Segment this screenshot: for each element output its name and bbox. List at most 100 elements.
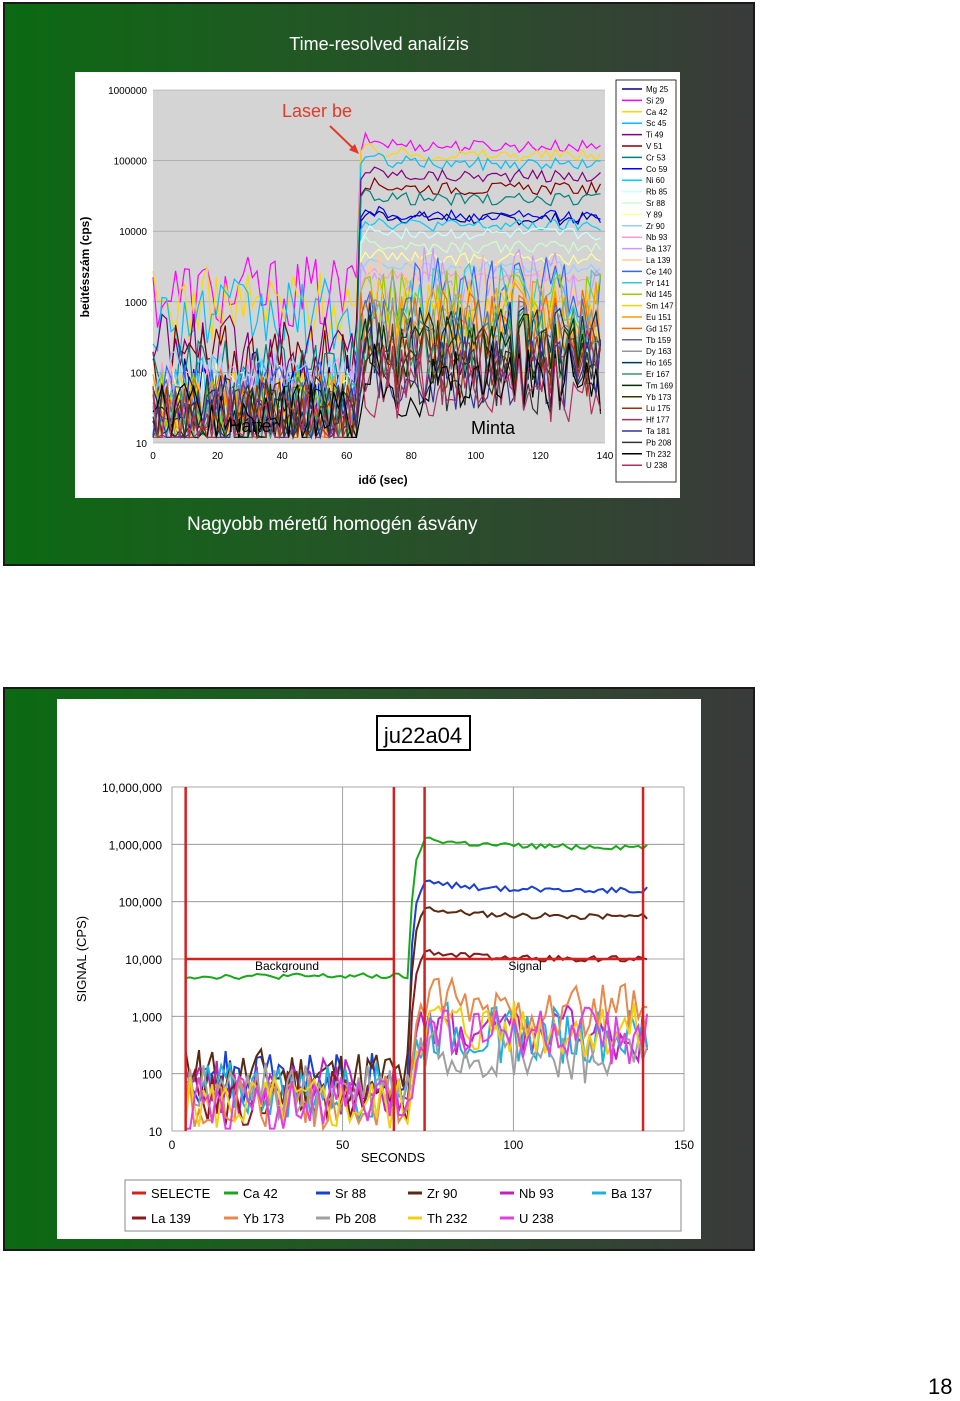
legend-label: V 51	[646, 142, 663, 151]
legend-label: Zr 90	[646, 222, 665, 231]
x-tick-label: 0	[169, 1138, 176, 1152]
legend-label: Th 232	[427, 1211, 467, 1226]
legend-label: Ti 49	[646, 131, 664, 140]
series-line	[152, 277, 602, 439]
x-tick-label: 80	[406, 451, 418, 462]
time-resolved-chart: 1000000 100000 10000 1000 100 10 0 20 40 60 80 100…	[78, 79, 677, 487]
legend-label: Ca 42	[243, 1186, 278, 1201]
legend-label: Hf 177	[646, 416, 670, 425]
chart-title: ju22a04	[383, 723, 462, 748]
series-line	[152, 343, 602, 440]
legend-label: Mg 25	[646, 85, 669, 94]
slide-title: Time-resolved analízis	[289, 34, 469, 54]
x-tick-label: 0	[150, 451, 156, 462]
y-tick-label: 100	[130, 368, 147, 379]
series-line	[152, 235, 601, 438]
series-line	[152, 297, 602, 440]
y-tick-label: 10,000	[125, 953, 162, 967]
y-tick-label: 100000	[114, 157, 148, 168]
legend-label: U 238	[646, 461, 668, 470]
legend-label: SELECTE	[151, 1186, 211, 1201]
slide-time-resolved: Time-resolved analízis 1000000 100000 1000…	[3, 2, 755, 566]
series-line	[152, 176, 602, 397]
legend-label: Sc 45	[646, 119, 667, 128]
laser-on-annotation: Laser be	[282, 101, 352, 121]
x-tick-label: 40	[277, 451, 289, 462]
legend-label: Sm 147	[646, 302, 674, 311]
series-line	[152, 142, 602, 343]
slide-caption: Nagyobb méretű homogén ásvány	[187, 514, 478, 535]
legend-label: Er 167	[646, 370, 670, 379]
legend-label: Gd 157	[646, 324, 673, 333]
legend-label: Sr 88	[335, 1186, 366, 1201]
legend	[124, 1179, 682, 1232]
legend-label: Ca 42	[646, 108, 668, 117]
chart-panel-time-resolved: 1000000 100000 10000 1000 100 10 0 20 40 60 80 100…	[75, 72, 680, 498]
series-line	[185, 1006, 649, 1130]
legend-label: Rb 85	[646, 188, 668, 197]
legend-label: La 139	[151, 1211, 191, 1226]
legend-label: Si 29	[646, 96, 665, 105]
legend-label: Nb 93	[519, 1186, 554, 1201]
y-tick-label: 10	[136, 439, 148, 450]
x-tick-label: 150	[674, 1138, 694, 1152]
x-tick-label: 120	[532, 451, 549, 462]
legend-label: Lu 175	[646, 404, 671, 413]
legend-label: Sr 88	[646, 199, 666, 208]
legend	[615, 79, 677, 483]
signal-label: Signal	[508, 959, 541, 973]
legend-label: Pb 208	[646, 438, 672, 447]
legend-label: Zr 90	[427, 1186, 457, 1201]
title-box	[376, 715, 471, 751]
legend-label: Ni 60	[646, 176, 665, 185]
legend-label: Ho 165	[646, 359, 672, 368]
y-axis-label: SIGNAL (CPS)	[74, 916, 89, 1002]
series-line	[152, 188, 601, 418]
series-line	[185, 836, 648, 981]
x-tick-label: 140	[597, 451, 614, 462]
x-axis-label: idő (sec)	[358, 473, 407, 487]
y-tick-label: 1,000	[132, 1010, 162, 1024]
y-tick-label: 10	[149, 1125, 163, 1139]
series-line	[184, 975, 648, 1132]
series-line	[152, 289, 602, 439]
background-label: Background	[255, 959, 319, 973]
legend-label: Yb 173	[243, 1211, 284, 1226]
legend-label: La 139	[646, 256, 671, 265]
legend-label: Yb 173	[646, 393, 672, 402]
legend-label: Tm 169	[646, 381, 674, 390]
legend-label: Pr 141	[646, 279, 670, 288]
legend-label: Nb 93	[646, 233, 668, 242]
laser-arrowhead	[349, 144, 359, 154]
y-axis-label: beütésszám (cps)	[78, 217, 92, 318]
y-tick-label: 1000000	[108, 86, 147, 97]
background-annotation: Háttér	[228, 416, 277, 436]
y-tick-label: 1000	[125, 298, 148, 309]
y-tick-label: 1,000,000	[109, 838, 163, 852]
series-line	[152, 166, 601, 390]
y-tick-label: 10,000,000	[102, 781, 162, 795]
legend-label: Ba 137	[611, 1186, 652, 1201]
x-tick-label: 100	[503, 1138, 523, 1152]
series-line	[152, 314, 602, 440]
x-tick-label: 50	[336, 1138, 350, 1152]
legend-label: Th 232	[646, 450, 671, 459]
chart-panel-signal: ju22a04 10,000,000 1,000,000 100,000 10,000…	[57, 699, 701, 1239]
legend-label: Tb 159	[646, 336, 671, 345]
series-line	[184, 906, 648, 1105]
series-line	[152, 345, 602, 439]
x-tick-label: 100	[468, 451, 485, 462]
page-number: 18	[928, 1374, 953, 1399]
series-line	[152, 152, 601, 357]
sample-annotation: Minta	[471, 418, 516, 438]
legend-label: Y 89	[646, 210, 663, 219]
legend-label: Nd 145	[646, 290, 672, 299]
x-tick-label: 60	[341, 451, 353, 462]
legend-label: U 238	[519, 1211, 554, 1226]
legend-label: Cr 53	[646, 153, 666, 162]
legend-label: Ta 181	[646, 427, 671, 436]
legend-label: Ce 140	[646, 267, 672, 276]
x-axis-label: SECONDS	[361, 1150, 426, 1165]
y-tick-label: 100	[142, 1068, 162, 1082]
x-tick-label: 20	[212, 451, 224, 462]
